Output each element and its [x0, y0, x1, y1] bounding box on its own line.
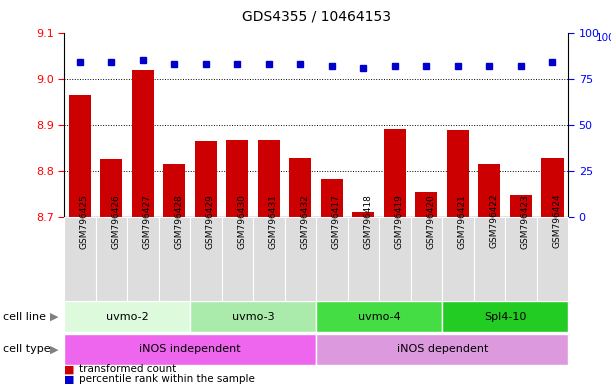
Bar — [195, 141, 217, 217]
Text: GSM796421: GSM796421 — [458, 194, 467, 248]
Text: iNOS independent: iNOS independent — [139, 344, 241, 354]
Bar — [285, 217, 316, 301]
Bar — [253, 217, 285, 301]
Bar — [127, 217, 159, 301]
Text: GSM796426: GSM796426 — [111, 194, 120, 248]
Bar — [384, 129, 406, 217]
Bar — [64, 301, 190, 332]
Text: cell line: cell line — [3, 312, 46, 322]
Text: GSM796422: GSM796422 — [489, 194, 499, 248]
Bar — [132, 70, 154, 217]
Text: GSM796424: GSM796424 — [552, 194, 562, 248]
Bar — [536, 217, 568, 301]
Bar — [64, 334, 316, 365]
Bar — [316, 334, 568, 365]
Bar — [64, 217, 96, 301]
Bar — [290, 158, 312, 217]
Text: GSM796425: GSM796425 — [80, 194, 89, 248]
Text: ▶: ▶ — [50, 344, 59, 354]
Bar — [222, 217, 253, 301]
Text: iNOS dependent: iNOS dependent — [397, 344, 488, 354]
Bar — [258, 140, 280, 217]
Text: GSM796420: GSM796420 — [426, 194, 436, 248]
Bar — [159, 217, 190, 301]
Bar — [474, 217, 505, 301]
Text: GSM796427: GSM796427 — [143, 194, 152, 248]
Text: GSM796429: GSM796429 — [206, 194, 215, 248]
Bar — [163, 164, 186, 217]
Bar — [379, 217, 411, 301]
Bar — [348, 217, 379, 301]
Bar — [190, 217, 222, 301]
Bar — [411, 217, 442, 301]
Bar — [316, 301, 442, 332]
Text: cell type: cell type — [3, 344, 51, 354]
Text: Spl4-10: Spl4-10 — [484, 312, 527, 322]
Bar — [442, 301, 568, 332]
Text: uvmo-3: uvmo-3 — [232, 312, 274, 322]
Bar — [353, 212, 375, 217]
Text: GSM796423: GSM796423 — [521, 194, 530, 248]
Text: GSM796419: GSM796419 — [395, 194, 404, 248]
Bar — [100, 159, 122, 217]
Text: GDS4355 / 10464153: GDS4355 / 10464153 — [242, 10, 390, 23]
Bar — [447, 130, 469, 217]
Bar — [190, 301, 316, 332]
Text: GSM796418: GSM796418 — [364, 194, 373, 248]
Bar — [478, 164, 500, 217]
Text: percentile rank within the sample: percentile rank within the sample — [79, 374, 255, 384]
Text: uvmo-4: uvmo-4 — [358, 312, 401, 322]
Text: ▶: ▶ — [50, 312, 59, 322]
Bar — [227, 140, 249, 217]
Text: GSM796431: GSM796431 — [269, 194, 278, 248]
Bar — [442, 217, 474, 301]
Text: GSM796417: GSM796417 — [332, 194, 341, 248]
Text: transformed count: transformed count — [79, 364, 177, 374]
Bar — [510, 195, 532, 217]
Bar — [541, 158, 563, 217]
Text: uvmo-2: uvmo-2 — [106, 312, 148, 322]
Bar — [316, 217, 348, 301]
Bar — [69, 95, 91, 217]
Bar — [321, 179, 343, 217]
Text: GSM796428: GSM796428 — [174, 194, 183, 248]
Bar — [415, 192, 437, 217]
Text: 100%: 100% — [596, 33, 611, 43]
Bar — [96, 217, 127, 301]
Text: GSM796430: GSM796430 — [238, 194, 246, 248]
Text: ■: ■ — [64, 364, 75, 374]
Bar — [505, 217, 536, 301]
Text: GSM796432: GSM796432 — [301, 194, 309, 248]
Text: ■: ■ — [64, 374, 75, 384]
